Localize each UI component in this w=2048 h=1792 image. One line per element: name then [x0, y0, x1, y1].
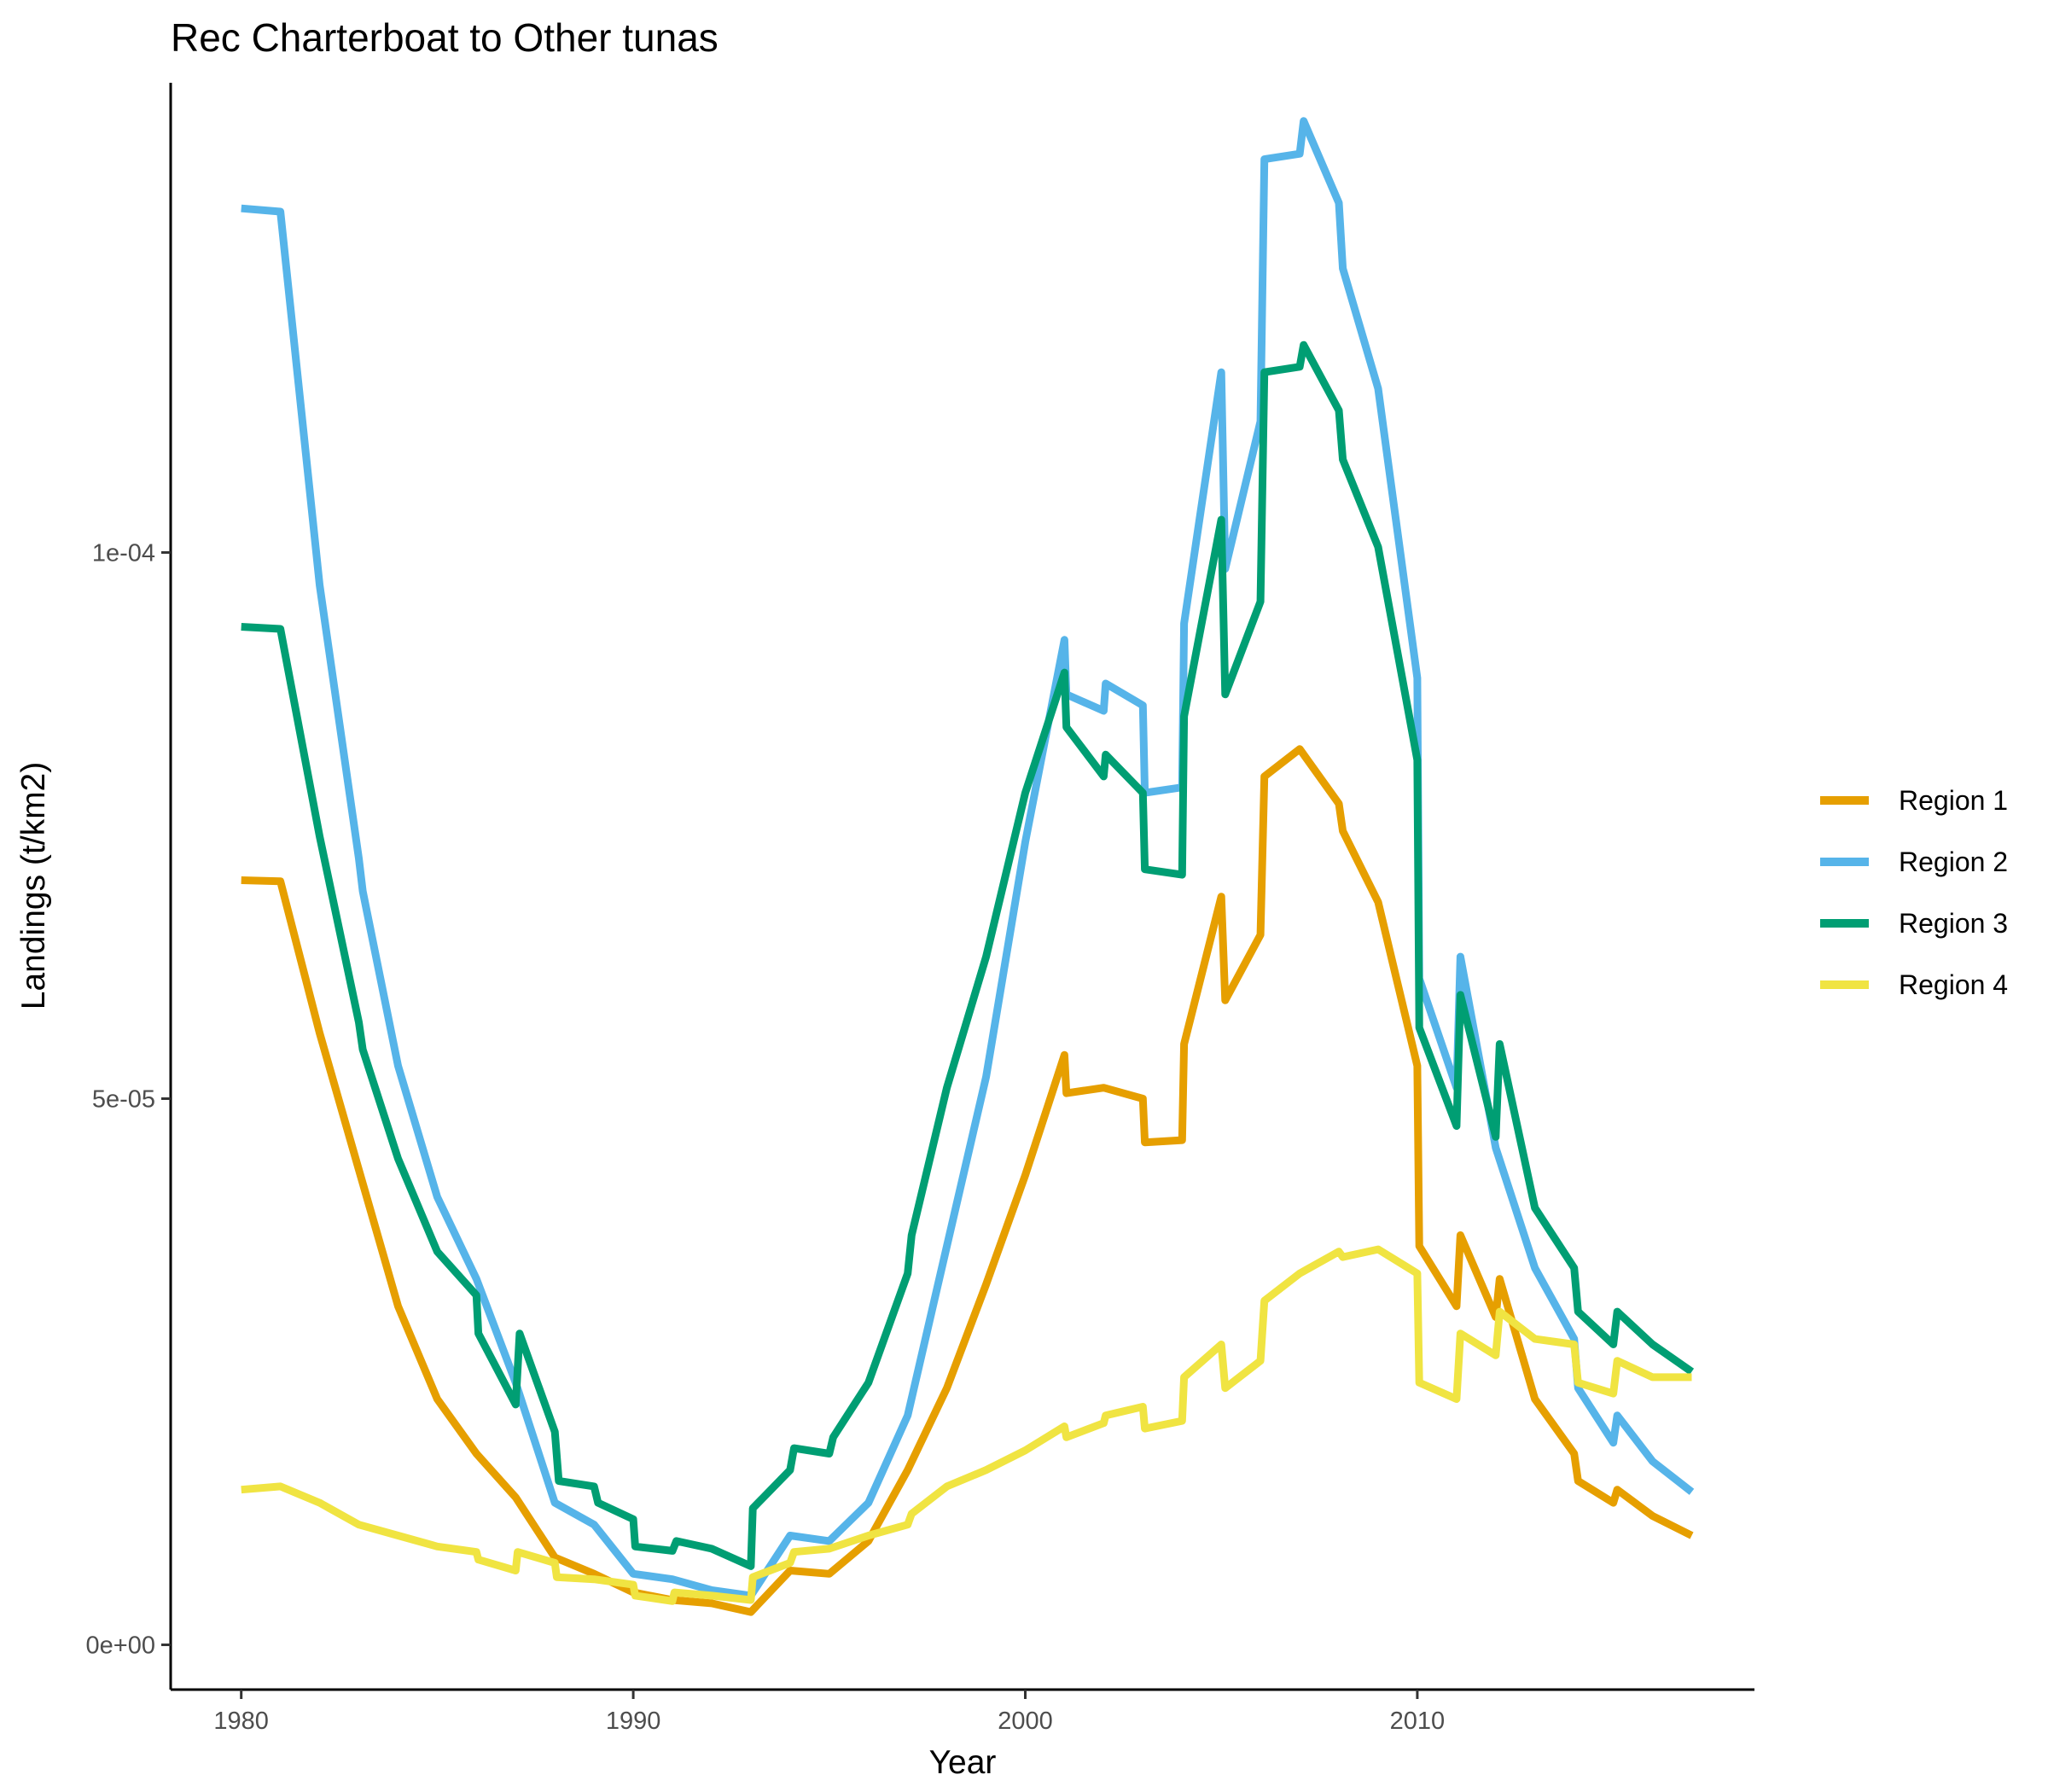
series-line-region-2 — [241, 117, 1695, 1600]
x-axis-title: Year — [929, 1744, 997, 1781]
legend-label-region-4: Region 4 — [1899, 969, 2008, 1000]
legend-label-region-3: Region 3 — [1899, 908, 2008, 939]
y-tick-label: 5e-05 — [92, 1085, 155, 1113]
x-tick-label: 1990 — [606, 1708, 661, 1735]
legend-label-region-2: Region 2 — [1899, 847, 2008, 877]
x-axis-ticks: 1980 1990 2000 2010 — [213, 1690, 1445, 1735]
series-line-region-1 — [241, 745, 1694, 1616]
legend-label-region-1: Region 1 — [1899, 785, 2008, 816]
chart-title: Rec Charterboat to Other tunas — [171, 15, 719, 60]
plot-area — [241, 117, 1695, 1616]
y-axis-title: Landings (t/km2) — [15, 762, 52, 1009]
x-tick-label: 2000 — [998, 1708, 1053, 1735]
y-tick-label: 1e-04 — [92, 539, 155, 567]
series-line-region-4 — [241, 1245, 1692, 1605]
y-tick-label: 0e+00 — [86, 1632, 155, 1660]
series-line-region-3 — [241, 340, 1695, 1570]
y-axis-ticks: 0e+00 5e-05 1e-04 — [86, 539, 171, 1660]
x-tick-label: 1980 — [213, 1708, 269, 1735]
x-tick-label: 2010 — [1390, 1708, 1446, 1735]
legend: Region 1 Region 2 Region 3 Region 4 — [1820, 785, 2008, 1000]
